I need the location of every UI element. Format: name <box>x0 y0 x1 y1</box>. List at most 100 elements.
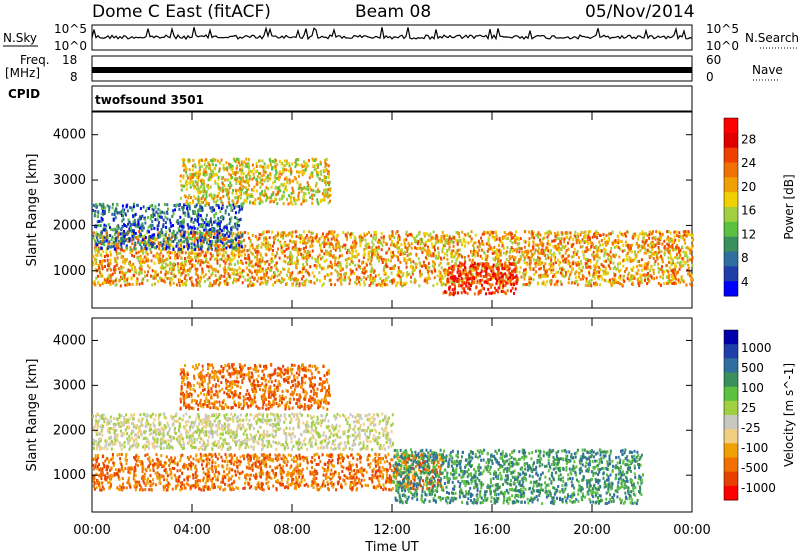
power-cell <box>278 256 281 260</box>
power-cell <box>112 281 115 285</box>
power-cell <box>326 252 328 256</box>
power-cell <box>282 167 285 171</box>
power-cell <box>424 231 427 235</box>
power-cell <box>204 237 207 241</box>
power-cell <box>302 275 305 278</box>
power-cell <box>525 253 528 257</box>
power-cell <box>481 232 484 236</box>
power-cell <box>311 157 314 161</box>
power-cell <box>241 281 244 285</box>
power-cell <box>470 267 473 270</box>
power-cell <box>202 275 205 279</box>
power-cell <box>634 252 637 256</box>
power-cell <box>199 253 202 257</box>
power-cell <box>259 252 262 256</box>
power-cell <box>518 242 521 246</box>
power-cell <box>621 283 623 287</box>
power-cell <box>538 276 541 280</box>
power-cell <box>163 259 166 263</box>
power-cell <box>522 283 525 287</box>
power-cell <box>545 275 548 279</box>
power-cell <box>321 179 324 182</box>
power-cell <box>637 250 640 254</box>
power-cell <box>227 244 229 248</box>
power-cell <box>334 268 337 272</box>
power-cell <box>561 231 564 235</box>
power-cell <box>582 275 585 279</box>
power-cell <box>96 239 99 242</box>
power-cell <box>205 195 208 199</box>
power-cell <box>507 259 510 263</box>
power-cell <box>470 239 473 243</box>
power-cell <box>131 229 134 233</box>
power-cell <box>528 240 531 244</box>
power-cell <box>186 223 189 226</box>
power-cell <box>131 282 134 286</box>
power-cell <box>255 271 258 275</box>
power-cell <box>340 265 343 268</box>
power-cell <box>259 262 262 266</box>
power-cell <box>323 243 326 247</box>
power-cell <box>213 243 216 247</box>
power-cell <box>463 233 466 237</box>
power-cell <box>485 258 488 262</box>
power-cell <box>641 246 644 250</box>
power-cell <box>551 239 554 243</box>
power-cell <box>272 193 275 197</box>
power-cell <box>198 189 201 192</box>
power-cell <box>151 241 154 245</box>
power-cell <box>100 264 103 268</box>
power-cell <box>209 283 212 287</box>
power-cell <box>201 235 204 239</box>
power-cell <box>319 243 322 247</box>
power-cell <box>581 238 584 242</box>
power-cell <box>283 182 286 186</box>
power-cell <box>239 180 242 184</box>
power-cell <box>203 171 206 174</box>
power-cell <box>362 256 365 259</box>
power-cell <box>106 234 109 238</box>
power-cell <box>599 243 602 247</box>
power-cell <box>253 283 256 287</box>
power-cell <box>438 240 441 244</box>
power-cell <box>114 239 117 243</box>
power-cell <box>601 243 604 247</box>
power-cell <box>162 225 165 229</box>
power-cell <box>588 236 591 240</box>
power-cell <box>309 265 312 269</box>
power-cell <box>603 259 606 263</box>
power-cell <box>191 209 194 213</box>
power-cell <box>219 281 222 285</box>
power-cell <box>690 277 693 281</box>
power-cell <box>186 242 189 246</box>
power-cell <box>278 170 281 174</box>
power-cell <box>279 189 282 193</box>
power-cell <box>511 255 514 259</box>
power-cell <box>436 282 439 286</box>
power-cell <box>572 238 575 241</box>
power-cell <box>502 251 505 255</box>
power-cell <box>220 220 222 224</box>
power-cell <box>439 271 442 275</box>
power-cell <box>497 273 500 277</box>
power-cell <box>154 242 156 246</box>
power-cell <box>676 271 679 275</box>
power-cell <box>104 255 106 258</box>
power-cell <box>646 234 649 237</box>
power-cell <box>582 239 585 243</box>
power-cell <box>345 264 348 268</box>
power-cell <box>107 245 110 249</box>
power-cell <box>158 235 161 239</box>
power-cell <box>134 221 137 225</box>
power-cell <box>288 260 291 264</box>
power-cell <box>642 233 645 237</box>
power-cell <box>673 230 676 234</box>
power-cell <box>498 260 501 264</box>
power-cell <box>215 212 218 216</box>
power-cell <box>169 261 172 265</box>
power-cell <box>136 278 139 282</box>
power-cell <box>137 234 140 238</box>
power-cell <box>101 207 103 211</box>
power-cell <box>686 259 689 263</box>
power-cell <box>431 271 434 275</box>
